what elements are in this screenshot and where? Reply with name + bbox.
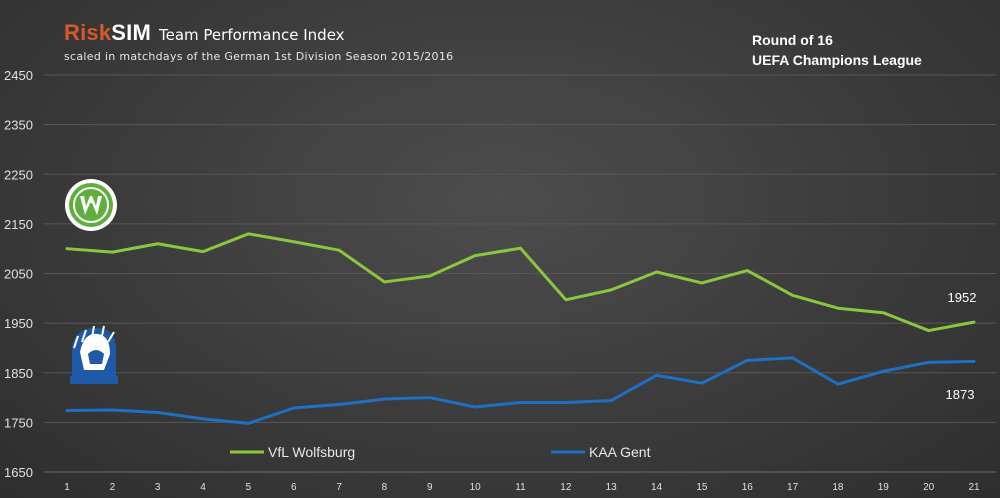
competition-round: Round of 16: [752, 32, 833, 48]
legend-label-gent: KAA Gent: [589, 444, 651, 460]
x-tick-label: 15: [696, 482, 708, 493]
competition-name: UEFA Champions League: [752, 52, 922, 68]
legend: VfL Wolfsburg KAA Gent: [230, 444, 651, 460]
x-tick-label: 12: [560, 482, 572, 493]
x-tick-label: 17: [787, 482, 799, 493]
x-tick-label: 1: [64, 482, 70, 493]
chart-subtitle: scaled in matchdays of the German 1st Di…: [64, 50, 454, 63]
chart-title: Team Performance Index: [159, 26, 345, 44]
x-tick-label: 10: [470, 482, 482, 493]
legend-item-wolfsburg: VfL Wolfsburg: [230, 444, 355, 460]
title-line: RiskSIM Team Performance Index: [64, 20, 453, 46]
risksim-logo: RiskSIM: [64, 20, 151, 46]
x-tick-label: 19: [878, 482, 890, 493]
x-tick-label: 4: [200, 482, 206, 493]
x-tick-label: 5: [246, 482, 252, 493]
x-tick-label: 3: [155, 482, 161, 493]
y-axis-ticks: 1650 1750 1850 1950 2050 2150 2250 2350 2450: [4, 68, 33, 480]
logo-risk-text: Risk: [64, 20, 112, 45]
y-tick-label: 2350: [4, 118, 33, 133]
x-tick-label: 2: [110, 482, 116, 493]
x-tick-label: 14: [651, 482, 663, 493]
x-tick-label: 20: [923, 482, 935, 493]
x-tick-label: 11: [515, 482, 526, 493]
competition-info: Round of 16 UEFA Champions League: [752, 30, 922, 70]
series-line-wolfsburg: [65, 232, 976, 333]
y-tick-label: 2450: [4, 68, 33, 83]
x-tick-label: 21: [968, 482, 980, 493]
series-line-gent: [65, 356, 976, 425]
x-tick-label: 13: [606, 482, 618, 493]
series-lines: [65, 232, 976, 425]
y-tick-label: 1850: [4, 366, 33, 381]
y-tick-label: 2250: [4, 167, 33, 182]
y-tick-label: 1750: [4, 415, 33, 430]
x-tick-label: 6: [291, 482, 297, 493]
x-tick-label: 18: [832, 482, 844, 493]
y-tick-label: 2150: [4, 217, 33, 232]
legend-item-gent: KAA Gent: [551, 444, 651, 460]
x-tick-label: 9: [427, 482, 433, 493]
y-tick-label: 2050: [4, 267, 33, 282]
x-tick-label: 7: [336, 482, 342, 493]
kaa-gent-crest-icon: [70, 325, 118, 384]
x-axis-ticks: 1 2 3 4 5 6 7 8 9 10 11 12 13 14 15 16 17 18 19 20 21: [64, 482, 980, 493]
logo-sim-text: SIM: [111, 20, 151, 45]
legend-label-wolfsburg: VfL Wolfsburg: [268, 444, 355, 460]
gent-end-label: 1873: [946, 387, 975, 402]
y-tick-label: 1950: [4, 316, 33, 331]
chart-title-block: RiskSIM Team Performance Index scaled in…: [64, 20, 453, 63]
x-tick-label: 16: [742, 482, 754, 493]
end-labels: 1952 1873: [946, 290, 977, 402]
x-tick-label: 8: [382, 482, 388, 493]
gridlines: [44, 74, 996, 473]
wolfsburg-end-label: 1952: [948, 290, 977, 305]
vfl-wolfsburg-crest-icon: [65, 179, 117, 231]
y-tick-label: 1650: [4, 465, 33, 480]
